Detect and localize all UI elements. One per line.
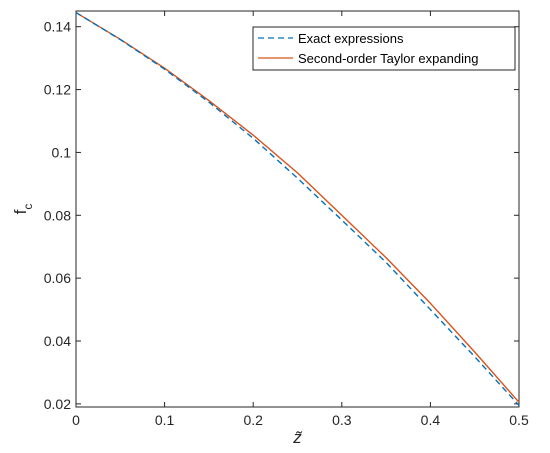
y-tick-label: 0.1	[52, 144, 72, 160]
legend-label-taylor: Second-order Taylor expanding	[298, 51, 478, 66]
y-tick-label: 0.02	[44, 396, 71, 412]
y-tick-label: 0.12	[44, 82, 71, 98]
legend-box	[252, 26, 516, 71]
y-tick-label: 0.04	[44, 333, 71, 349]
series-line-exact	[75, 11, 520, 406]
x-axis-label: z̃	[292, 428, 303, 447]
x-tick-label: 0	[72, 412, 80, 428]
y-tick-label: 0.14	[44, 19, 71, 35]
x-tick-label: 0.3	[332, 412, 352, 428]
series-group	[75, 11, 520, 406]
x-tick-label: 0.1	[155, 412, 175, 428]
ticks-group: 0 0.1 0.2 0.3 0.4 0.5 0.02 0.04 0.06 0.08 0.1 0.12 0…	[44, 11, 529, 428]
plot-area	[75, 10, 520, 408]
y-axis-label-main: f	[11, 209, 30, 214]
x-tick-label: 0.5	[509, 412, 529, 428]
y-axis-label-subscript: c	[21, 204, 35, 210]
y-axis-label: fc	[11, 204, 35, 215]
y-tick-label: 0.08	[44, 207, 71, 223]
legend: Exact expressions Second-order Taylor ex…	[252, 26, 516, 71]
y-tick-label: 0.06	[44, 270, 71, 286]
x-tick-label: 0.2	[243, 412, 263, 428]
x-tick-label: 0.4	[421, 412, 441, 428]
series-line-taylor	[75, 11, 520, 403]
legend-label-exact: Exact expressions	[298, 31, 404, 46]
